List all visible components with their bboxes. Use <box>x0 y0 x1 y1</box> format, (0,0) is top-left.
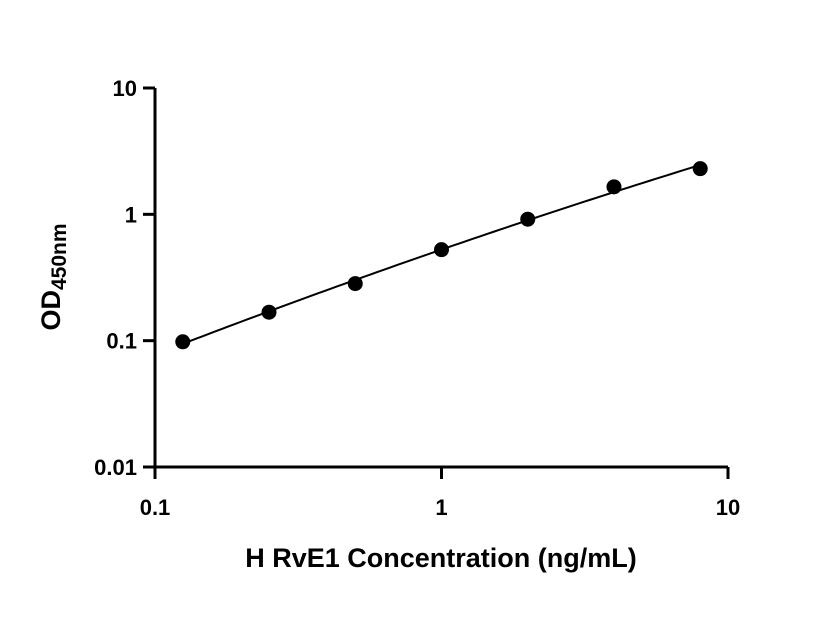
y-axis-title-subscript: 450nm <box>48 223 71 290</box>
y-tick-labels: 0.01 0.1 1 10 <box>94 76 137 480</box>
y-tick-label: 0.1 <box>106 329 137 354</box>
axes <box>143 86 730 479</box>
data-point <box>175 334 191 350</box>
data-point <box>261 304 277 320</box>
x-tick-label: 0.1 <box>140 495 171 520</box>
x-tick-label: 10 <box>716 495 740 520</box>
data-point <box>434 242 449 258</box>
y-axis-title: OD450nm <box>36 223 71 330</box>
x-axis-title: H RvE1 Concentration (ng/mL) <box>245 543 637 573</box>
y-tick-label: 1 <box>125 202 137 227</box>
y-axis-title-main: OD <box>36 290 66 331</box>
y-tick-label: 10 <box>113 76 137 101</box>
data-point <box>692 161 708 177</box>
data-point <box>606 179 622 195</box>
y-tick-label: 0.01 <box>94 455 137 480</box>
data-point <box>520 211 536 227</box>
data-point <box>347 276 363 292</box>
x-tick-label: 1 <box>435 495 447 520</box>
data-points <box>175 161 708 350</box>
x-tick-labels: 0.1 1 10 <box>140 495 741 520</box>
